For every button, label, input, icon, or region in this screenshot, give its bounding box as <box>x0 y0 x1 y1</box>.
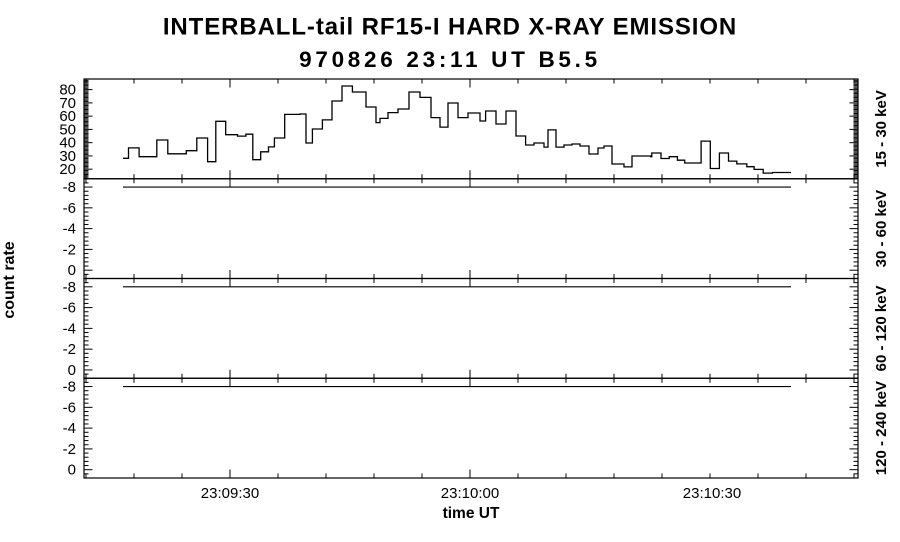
svg-text:INTERBALL-tail RF15-I HARD: INTERBALL-tail RF15-I HARD X-RAY EMISSIO… <box>163 14 737 41</box>
svg-text:80: 80 <box>59 82 76 99</box>
svg-text:count rate: count rate <box>1 241 18 318</box>
svg-text:0: 0 <box>68 462 76 479</box>
svg-text:-6: -6 <box>63 399 76 416</box>
svg-text:23:10:30: 23:10:30 <box>683 485 741 502</box>
svg-text:60 - 120 keV: 60 - 120 keV <box>873 285 890 371</box>
svg-text:-2: -2 <box>63 241 76 258</box>
svg-text:-2: -2 <box>63 341 76 358</box>
svg-text:30 - 60 keV: 30 - 60 keV <box>873 190 890 268</box>
svg-text:-6: -6 <box>63 200 76 217</box>
svg-text:-2: -2 <box>63 441 76 458</box>
svg-text:23:09:30: 23:09:30 <box>201 485 259 502</box>
svg-text:0: 0 <box>68 362 76 379</box>
svg-text:15 - 30 keV: 15 - 30 keV <box>873 90 890 168</box>
svg-text:-4: -4 <box>63 420 76 437</box>
svg-text:-4: -4 <box>63 320 76 337</box>
svg-text:970826 23:11 UT B5.5: 970826 23:11 UT B5.5 <box>299 47 601 72</box>
svg-text:-4: -4 <box>63 221 76 238</box>
svg-text:23:10:00: 23:10:00 <box>441 485 499 502</box>
svg-text:time UT: time UT <box>443 505 500 522</box>
svg-text:-6: -6 <box>63 300 76 317</box>
svg-text:120 - 240 keV: 120 - 240 keV <box>873 381 890 475</box>
svg-text:-8: -8 <box>63 379 76 396</box>
svg-text:-8: -8 <box>63 179 76 196</box>
svg-text:0: 0 <box>68 262 76 279</box>
svg-text:-8: -8 <box>63 279 76 296</box>
